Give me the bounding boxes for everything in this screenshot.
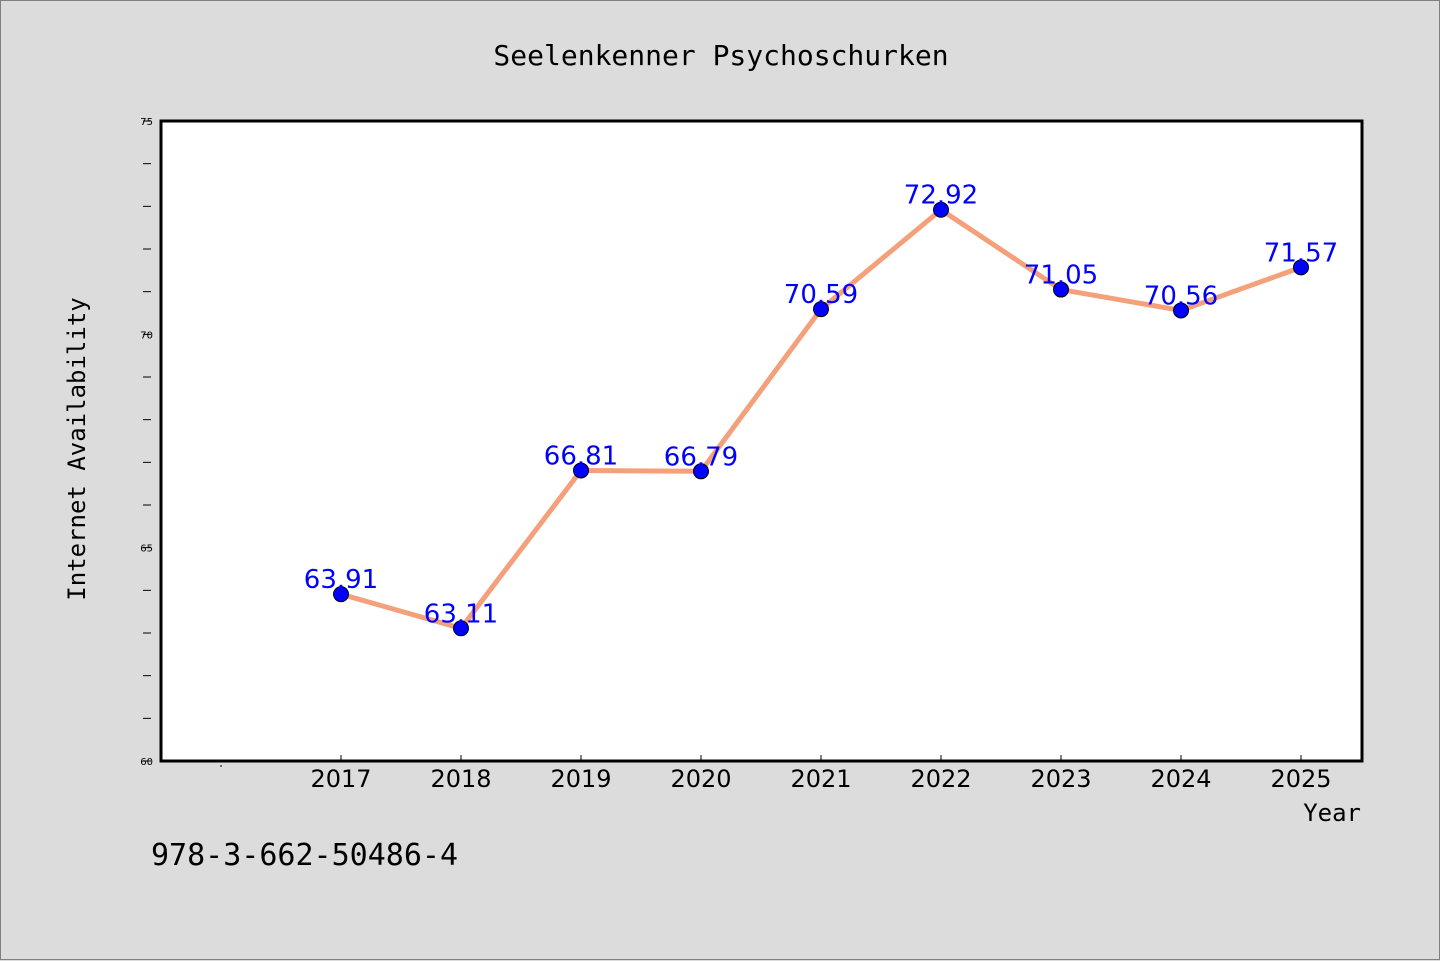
data-label: 71.57 bbox=[1264, 238, 1338, 268]
x-tick-label: 2019 bbox=[550, 765, 611, 793]
y-tick-label: 75 bbox=[140, 117, 153, 128]
data-label: 71.05 bbox=[1024, 261, 1098, 291]
x-tick-label: 2021 bbox=[790, 765, 851, 793]
data-point bbox=[573, 462, 589, 479]
data-label: 72.92 bbox=[904, 181, 978, 211]
data-label: 63.91 bbox=[304, 565, 378, 595]
footnote-isbn: 978-3-662-50486-4 bbox=[151, 838, 458, 873]
data-point bbox=[333, 586, 349, 603]
data-point bbox=[453, 620, 469, 637]
data-point bbox=[1293, 259, 1309, 276]
data-label: 63.11 bbox=[424, 599, 498, 629]
x-tick-label: 2023 bbox=[1030, 765, 1091, 793]
y-tick-label: 70 bbox=[140, 330, 153, 341]
x-tick-label: 2017 bbox=[310, 765, 371, 793]
y-axis-ticks: 60 65 70 75 bbox=[140, 117, 153, 768]
data-point bbox=[693, 463, 709, 480]
data-label: 70.56 bbox=[1144, 281, 1218, 311]
y-tick-label: 60 bbox=[140, 757, 153, 768]
x-tick-label: 2018 bbox=[430, 765, 491, 793]
data-point bbox=[1053, 281, 1069, 298]
y-tick-label: 65 bbox=[140, 544, 153, 555]
x-axis-label: Year bbox=[1303, 799, 1361, 827]
data-label: 70.59 bbox=[784, 280, 858, 310]
x-tick-label: 2025 bbox=[1270, 765, 1331, 793]
plot-area bbox=[159, 119, 1364, 763]
x-tick-label: 2020 bbox=[670, 765, 731, 793]
x-tick-label: 2022 bbox=[910, 765, 971, 793]
data-point bbox=[813, 301, 829, 318]
series-group: 63.91 63.11 66.81 66.79 70.59 72.92 71.05 70.56… bbox=[304, 181, 1338, 637]
chart-title: Seelenkenner Psychoschurken bbox=[493, 39, 948, 72]
data-point bbox=[933, 201, 949, 218]
data-label: 66.81 bbox=[544, 441, 618, 471]
x-tick-label: 2024 bbox=[1150, 765, 1211, 793]
data-label: 66.79 bbox=[664, 442, 738, 472]
data-point bbox=[1173, 302, 1189, 319]
x-axis-ticks: 2017 2018 2019 2020 2021 2022 2023 2024 2025 bbox=[220, 755, 1332, 793]
y-axis-label: Internet Availability bbox=[63, 297, 91, 600]
